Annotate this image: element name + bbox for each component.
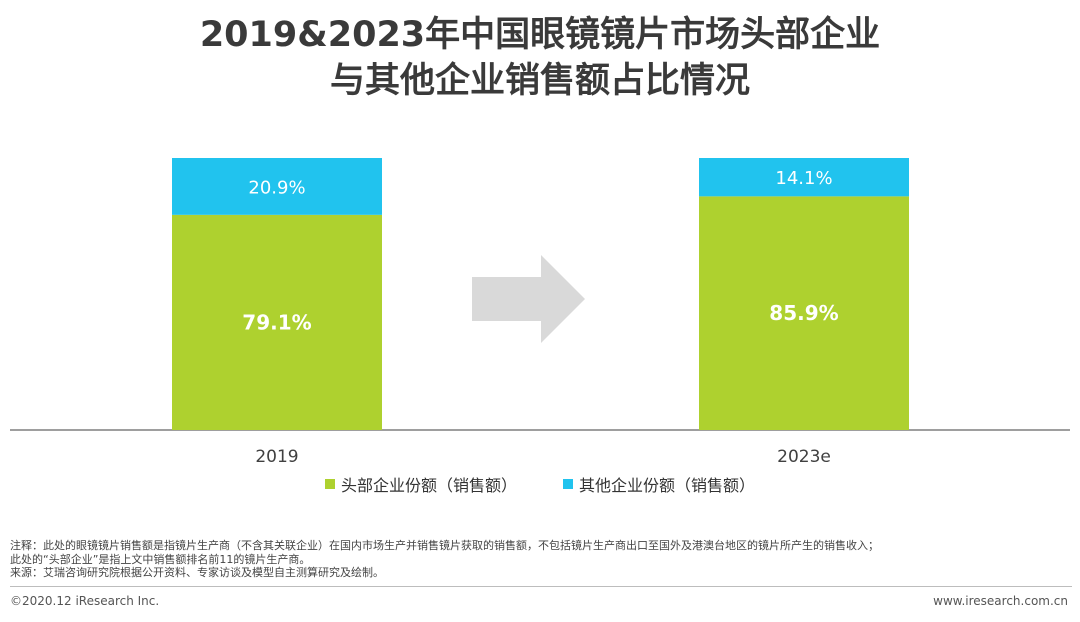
note-line-1: 注释：此处的眼镜镜片销售额是指镜片生产商（不含其关联企业）在国内市场生产并销售镜…: [10, 539, 879, 552]
data-label: 79.1%: [242, 310, 311, 334]
bar-segment-2023e-other: [699, 158, 909, 197]
chart-title: 2019&2023年中国眼镜镜片市场头部企业 与其他企业销售额占比情况: [0, 12, 1080, 104]
bar-segment-2019-head: [172, 214, 382, 430]
data-label: 85.9%: [769, 301, 838, 325]
data-label: 14.1%: [775, 168, 832, 189]
chart-title-line2: 与其他企业销售额占比情况: [329, 61, 750, 101]
notes: 注释：此处的眼镜镜片销售额是指镜片生产商（不含其关联企业）在国内市场生产并销售镜…: [10, 539, 1070, 580]
right-arrow-icon: [472, 255, 585, 343]
bar-segment-2023e-head: [699, 196, 909, 430]
legend-swatch-green: [324, 479, 335, 489]
legend-swatch-blue: [563, 479, 573, 489]
legend-label: 其他企业份额（销售额）: [579, 476, 756, 495]
chart-title-line1: 2019&2023年中国眼镜镜片市场头部企业: [199, 15, 881, 55]
chart-legend: 头部企业份额（销售额） 其他企业份额（销售额）: [0, 472, 1080, 496]
bar-segment-2019-other: [172, 158, 382, 215]
legend-item-head-enterprises: 头部企业份额（销售额）: [324, 472, 517, 496]
website-url: www.iresearch.com.cn: [933, 594, 1068, 608]
x-tick-label: 2023e: [777, 447, 831, 467]
note-line-2: 此处的“头部企业”是指上文中销售额排名前11的镜片生产商。: [10, 552, 311, 566]
legend-label: 头部企业份额（销售额）: [340, 476, 517, 495]
x-tick-label: 2019: [255, 447, 298, 467]
copyright: ©2020.12 iResearch Inc.: [10, 594, 160, 608]
source-line: 来源：艾瑞咨询研究院根据公开资料、专家访谈及模型自主测算研究及绘制。: [10, 566, 384, 579]
stacked-bar-chart: 79.1% 20.9% 2019 85.9% 14.1% 2023e: [10, 158, 1070, 467]
legend-item-other-enterprises: 其他企业份额（销售额）: [563, 472, 755, 496]
bars-group: 79.1% 20.9% 2019 85.9% 14.1% 2023e: [172, 158, 909, 467]
footer-divider: [10, 586, 1072, 587]
data-label: 20.9%: [248, 177, 305, 198]
